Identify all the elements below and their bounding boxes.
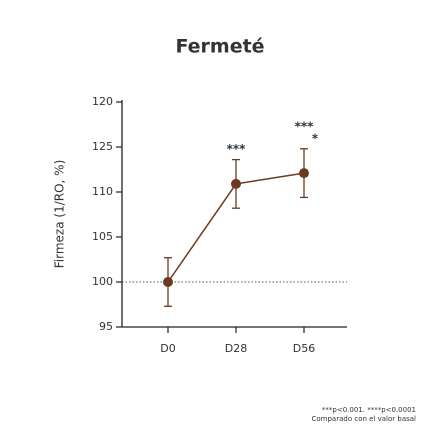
- y-axis-label: Firmeza (1/RO, %): [53, 160, 67, 268]
- y-tick-label: 100: [92, 275, 113, 288]
- x-tick-label: D28: [225, 342, 247, 355]
- y-tick-label: 120: [92, 95, 113, 108]
- y-tick-label: 125: [92, 140, 113, 153]
- y-tick-label: 105: [92, 230, 113, 243]
- data-point: [299, 168, 309, 179]
- footnote: Comparado con el valor basal: [312, 415, 417, 423]
- data-point: [231, 178, 241, 189]
- chart-title: Fermeté: [175, 36, 264, 58]
- significance: ***: [227, 142, 247, 156]
- x-tick-label: D56: [293, 342, 315, 355]
- significance: *: [312, 131, 319, 145]
- footnote: ***p<0.001. ****p<0.0001: [322, 406, 416, 414]
- x-tick-label: D0: [160, 342, 175, 355]
- data-point: [163, 277, 173, 287]
- y-tick-label: 110: [92, 185, 113, 198]
- y-tick-label: 95: [99, 320, 113, 333]
- significance: ***: [295, 119, 315, 133]
